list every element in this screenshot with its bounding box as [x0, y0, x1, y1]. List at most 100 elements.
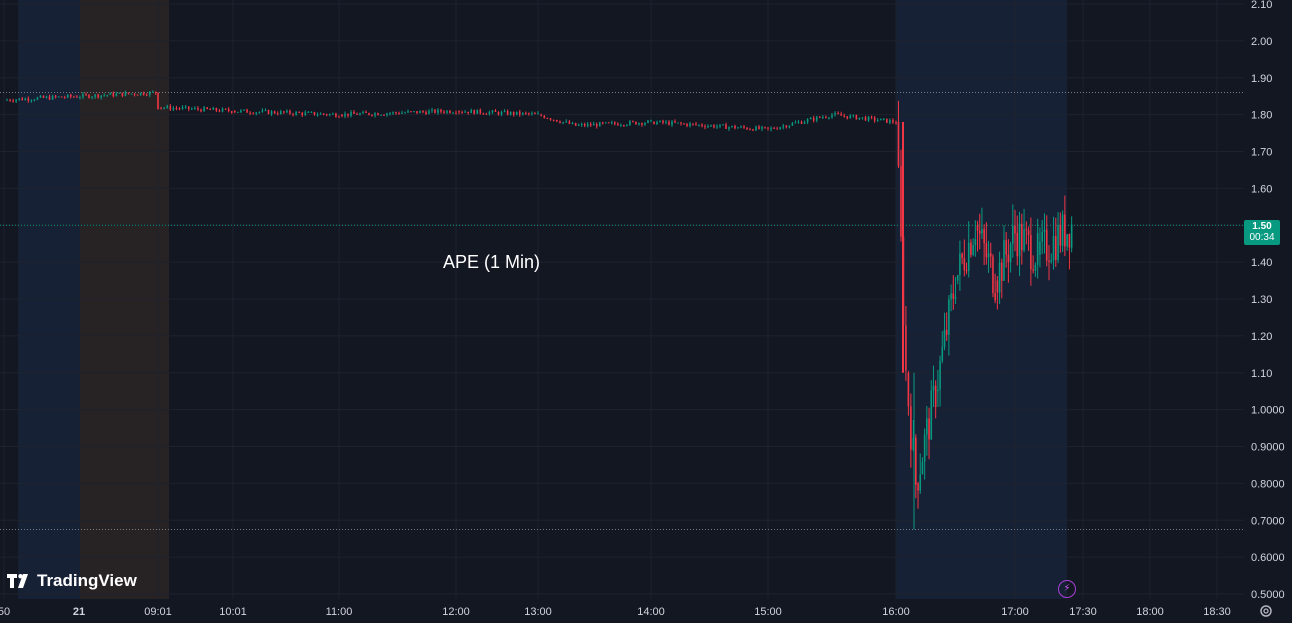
candle-body	[329, 114, 331, 116]
candle-body	[861, 117, 864, 119]
candle-body	[895, 122, 897, 124]
y-axis-tick-label: 1.80	[1251, 110, 1272, 122]
candle-body	[88, 94, 90, 98]
candle-body	[583, 124, 586, 126]
candle-body	[623, 125, 625, 127]
candle-body	[365, 111, 367, 113]
y-axis-tick-label: 1.90	[1251, 73, 1272, 85]
candle-body	[876, 120, 879, 122]
candle-body	[1009, 243, 1012, 263]
candle-body	[905, 325, 907, 371]
candle-body	[206, 107, 208, 109]
candle-body	[950, 293, 952, 300]
candle-body	[310, 111, 313, 113]
candle-body	[273, 111, 276, 114]
candle-body	[289, 110, 291, 114]
candle-body	[181, 107, 184, 109]
candle-body	[169, 105, 172, 110]
x-axis-tick-label: 14:00	[637, 606, 665, 618]
candle-body	[218, 110, 221, 112]
candle-body	[301, 112, 304, 115]
candle-body	[398, 112, 400, 114]
candle-body	[249, 112, 251, 114]
candle-body	[27, 98, 30, 101]
candle-body	[347, 113, 349, 116]
candle-body	[809, 117, 812, 120]
candle-body	[325, 114, 328, 116]
candle-body	[855, 115, 858, 120]
candle-body	[635, 121, 637, 125]
candle-body	[127, 92, 130, 94]
candle-body	[1045, 229, 1048, 261]
candle-body	[359, 113, 361, 115]
candle-body	[261, 110, 264, 112]
candle-body	[828, 117, 830, 119]
candle-body	[939, 360, 941, 390]
candle-body	[1043, 229, 1046, 232]
candle-body	[1034, 264, 1037, 271]
candle-body	[304, 112, 307, 115]
candle-body	[1016, 232, 1019, 257]
candle-body	[12, 100, 14, 102]
candle-body	[843, 115, 845, 117]
candle-body	[731, 125, 733, 128]
chart-title: APE (1 Min)	[443, 252, 541, 272]
candle-body	[695, 123, 697, 125]
tradingview-logo[interactable]: TradingView	[7, 571, 137, 591]
candle-body	[36, 97, 39, 100]
candle-body	[221, 108, 224, 112]
candle-body	[401, 112, 403, 114]
candle-body	[33, 99, 36, 101]
candle-body	[952, 293, 955, 299]
candle-body	[283, 111, 285, 113]
candle-body	[148, 91, 151, 96]
candle-body	[617, 123, 619, 126]
candle-body	[512, 112, 515, 115]
candle-body	[139, 92, 142, 95]
candle-body	[175, 108, 178, 110]
candle-body	[970, 242, 972, 255]
candle-body	[910, 406, 912, 450]
candle-body	[998, 262, 1001, 293]
candle-body	[577, 124, 580, 126]
candle-body	[109, 92, 112, 95]
gear-icon[interactable]	[1259, 604, 1273, 618]
candle-body	[605, 122, 607, 124]
candle-body	[791, 123, 794, 126]
candle-body	[234, 110, 236, 113]
candle-body	[601, 122, 604, 124]
lightning-bolt-icon[interactable]: ⚡	[1058, 580, 1076, 598]
candle-body	[383, 114, 385, 116]
candle-body	[934, 385, 937, 407]
candle-body	[713, 125, 715, 128]
candle-body	[1027, 230, 1030, 236]
x-axis-tick-label: 50	[0, 606, 10, 618]
candle-body	[491, 110, 494, 113]
candle-body	[782, 125, 785, 128]
candle-body	[224, 108, 227, 110]
candle-body	[948, 299, 950, 335]
candle-body	[592, 123, 595, 126]
candle-body	[989, 253, 992, 257]
candle-body	[638, 123, 640, 125]
candle-body	[45, 96, 48, 98]
candle-body	[112, 92, 115, 97]
candle-body	[76, 96, 78, 98]
candle-body	[932, 385, 935, 391]
candle-body	[470, 109, 472, 114]
candle-body	[163, 107, 165, 109]
candle-body	[66, 94, 69, 98]
candle-body	[1036, 233, 1039, 265]
candle-body	[525, 112, 527, 114]
candle-body	[976, 225, 979, 231]
candle-body	[864, 117, 867, 121]
candle-body	[437, 109, 439, 113]
candle-body	[136, 94, 139, 96]
candle-body	[60, 96, 63, 98]
candle-body	[722, 124, 724, 126]
candle-body	[923, 434, 926, 462]
candle-body	[629, 121, 631, 125]
candle-body	[608, 122, 610, 124]
candle-body	[701, 124, 703, 127]
